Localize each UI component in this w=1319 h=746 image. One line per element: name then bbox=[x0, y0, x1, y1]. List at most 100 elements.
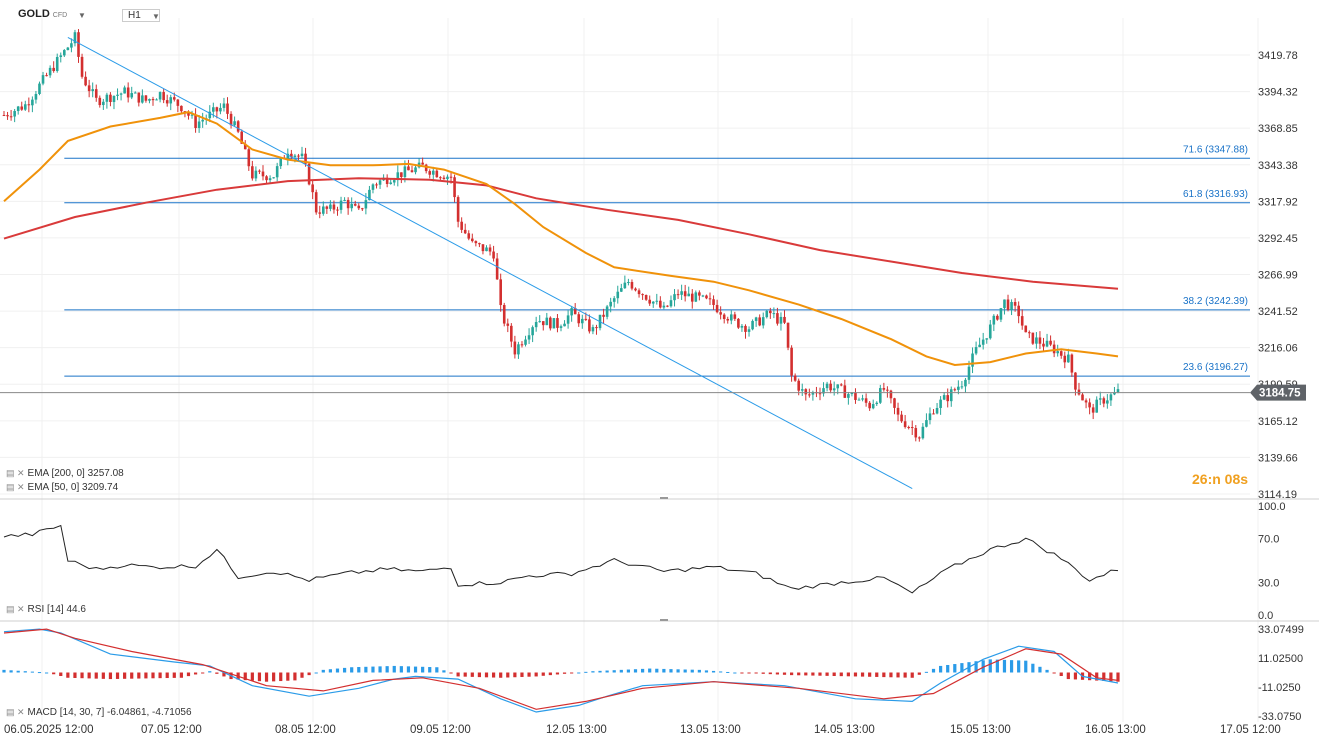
macd-histogram-bar bbox=[648, 668, 652, 673]
axes: 3419.78 3394.32 3368.85 3343.38 3317.92 3292.… bbox=[0, 50, 1319, 736]
candle-bullish bbox=[268, 178, 272, 181]
candle-bearish bbox=[659, 300, 662, 308]
candle-bearish bbox=[1049, 340, 1052, 345]
indicator-settings-icon[interactable]: ▤ ✕ bbox=[6, 604, 25, 614]
macd-histogram-bar bbox=[23, 671, 27, 673]
candle-bearish bbox=[556, 318, 559, 328]
macd-histogram-bar bbox=[499, 672, 503, 678]
candle-bearish bbox=[172, 97, 176, 100]
candle-bullish bbox=[169, 97, 173, 104]
candle-bearish bbox=[896, 407, 900, 415]
candle-bullish bbox=[999, 308, 1003, 320]
candle-bullish bbox=[591, 327, 595, 332]
price-tick-label: 3216.06 bbox=[1258, 343, 1298, 355]
macd-histogram-bar bbox=[868, 672, 872, 677]
macd-histogram-bar bbox=[421, 666, 425, 673]
rsi-legend[interactable]: ▤ ✕ RSI [14] 44.6 bbox=[6, 604, 86, 615]
ema200-legend[interactable]: ▤ ✕ EMA [200, 0] 3257.08 bbox=[6, 468, 124, 479]
indicator-settings-icon[interactable]: ▤ ✕ bbox=[6, 707, 25, 717]
candle-bearish bbox=[783, 316, 786, 323]
indicator-settings-icon[interactable]: ▤ ✕ bbox=[6, 482, 25, 492]
macd-histogram-bar bbox=[704, 670, 709, 673]
macd-histogram-bar bbox=[1017, 660, 1021, 673]
macd-histogram-bar bbox=[832, 672, 836, 677]
macd-histogram-bar bbox=[1024, 660, 1028, 673]
candle-bearish bbox=[215, 107, 219, 112]
candle-bearish bbox=[45, 75, 48, 77]
timeframe-dropdown-icon[interactable]: ▼ bbox=[152, 12, 160, 21]
macd-histogram-bar bbox=[314, 672, 318, 674]
candle-bullish bbox=[23, 104, 27, 110]
macd-histogram-bar bbox=[676, 669, 680, 673]
candle-bearish bbox=[499, 279, 502, 306]
candle-bearish bbox=[6, 115, 9, 117]
macd-histogram-bar bbox=[555, 672, 560, 675]
candle-bearish bbox=[769, 310, 772, 314]
ema200-line bbox=[3, 177, 1119, 290]
candle-bearish bbox=[737, 318, 740, 328]
candle-bearish bbox=[80, 56, 84, 77]
macd-histogram-bar bbox=[825, 672, 829, 676]
macd-histogram-bar bbox=[513, 672, 517, 678]
candle-bullish bbox=[925, 420, 928, 427]
candle-bullish bbox=[1056, 351, 1059, 354]
candle-bullish bbox=[559, 326, 563, 328]
indicator-settings-icon[interactable]: ▤ ✕ bbox=[6, 468, 25, 478]
candle-bullish bbox=[985, 338, 989, 340]
macd-histogram-bar bbox=[534, 672, 538, 677]
macd-histogram-bar bbox=[222, 672, 226, 677]
candle-bearish bbox=[247, 149, 251, 167]
time-tick-label: 08.05 12:00 bbox=[275, 724, 336, 736]
candle-bullish bbox=[190, 114, 194, 116]
price-tick-label: 3394.32 bbox=[1258, 87, 1298, 99]
candle-bearish bbox=[492, 251, 495, 259]
macd-histogram-bar bbox=[1095, 672, 1099, 681]
candle-bearish bbox=[886, 389, 889, 391]
candle-bearish bbox=[87, 85, 91, 92]
macd-histogram-bar bbox=[491, 672, 496, 678]
candle-bearish bbox=[265, 176, 268, 181]
macd-histogram-bar bbox=[697, 669, 701, 673]
ema50-legend[interactable]: ▤ ✕ EMA [50, 0] 3209.74 bbox=[6, 482, 118, 493]
fib-level-label: 23.6 (3196.27) bbox=[1183, 362, 1248, 373]
macd-histogram-bar bbox=[130, 672, 134, 679]
candle-bullish bbox=[524, 339, 527, 345]
candle-bullish bbox=[605, 306, 609, 317]
candle-bearish bbox=[251, 166, 254, 179]
candle-bullish bbox=[212, 107, 215, 112]
rsi-tick-label: 30.0 bbox=[1258, 577, 1279, 589]
candle-bearish bbox=[1063, 355, 1067, 363]
candle-bearish bbox=[229, 113, 233, 126]
candle-bullish bbox=[942, 395, 946, 400]
macd-histogram-bar bbox=[960, 663, 964, 673]
macd-histogram-bar bbox=[733, 672, 737, 674]
macd-histogram-bar bbox=[974, 661, 978, 673]
candle-bearish bbox=[549, 317, 552, 329]
candle-bearish bbox=[776, 313, 779, 324]
macd-histogram-bar bbox=[16, 670, 20, 673]
candle-bullish bbox=[832, 388, 836, 391]
timeframe-selector[interactable]: H1 bbox=[122, 9, 160, 22]
macd-histogram-bar bbox=[1102, 672, 1106, 681]
symbol-selector[interactable]: GOLD CFD bbox=[18, 8, 67, 20]
candle-bearish bbox=[839, 384, 843, 386]
rsi-tick-label: 0.0 bbox=[1258, 610, 1273, 622]
candle-bullish bbox=[364, 200, 368, 209]
price-tick-label: 3419.78 bbox=[1258, 50, 1298, 62]
macd-histogram-bar bbox=[9, 670, 13, 673]
symbol-dropdown-icon[interactable]: ▼ bbox=[78, 11, 86, 20]
candle-bearish bbox=[1028, 332, 1031, 334]
candle-bullish bbox=[616, 291, 620, 299]
macd-histogram-bar bbox=[1066, 672, 1070, 680]
candle-bullish bbox=[279, 157, 283, 167]
macd-legend[interactable]: ▤ ✕ MACD [14, 30, 7] -6.04861, -4.71056 bbox=[6, 707, 192, 718]
macd-histogram-bar bbox=[272, 672, 276, 682]
candle-bullish bbox=[960, 386, 964, 388]
macd-histogram-bar bbox=[463, 672, 467, 677]
macd-histogram-bar bbox=[782, 672, 787, 675]
candle-bearish bbox=[180, 105, 183, 112]
trendline-line bbox=[67, 37, 913, 489]
candle-bullish bbox=[403, 166, 407, 178]
candle-bullish bbox=[964, 379, 967, 387]
